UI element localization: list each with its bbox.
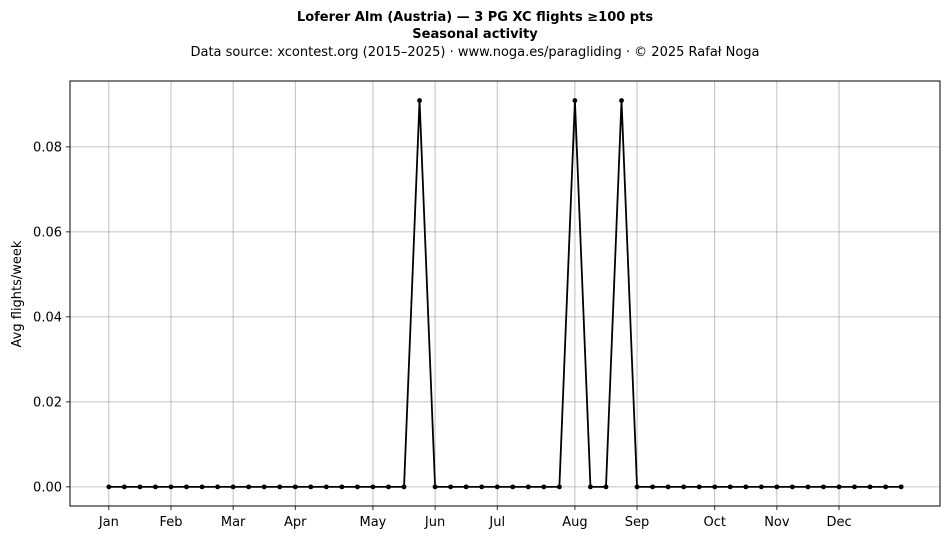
data-point <box>603 484 609 490</box>
data-point <box>665 484 671 490</box>
data-point <box>230 484 236 490</box>
data-point <box>541 484 547 490</box>
data-point <box>556 484 562 490</box>
data-point <box>634 484 640 490</box>
x-tick-label: Aug <box>562 515 587 530</box>
x-tick-label: Dec <box>826 515 851 530</box>
chart-subtitle: Data source: xcontest.org (2015–2025) · … <box>190 45 759 60</box>
x-tick-label: Jun <box>424 515 445 530</box>
tick-labels: Jan Feb Mar Apr May Jun Jul Aug Sep Oct Nov Dec 0.00… <box>33 140 852 530</box>
data-point <box>184 484 189 490</box>
data-point <box>463 484 469 490</box>
data-point <box>277 484 283 490</box>
data-point <box>650 484 655 490</box>
series <box>106 98 904 490</box>
data-point <box>355 484 360 490</box>
y-tick-label: 0.06 <box>33 225 62 240</box>
data-point <box>821 484 826 490</box>
series-line <box>108 99 902 488</box>
data-point <box>712 484 718 490</box>
data-point <box>106 484 112 490</box>
data-point <box>401 484 407 490</box>
data-point <box>774 484 780 490</box>
y-tick-label: 0.02 <box>33 395 62 410</box>
data-point <box>417 98 422 103</box>
y-tick-label: 0.08 <box>33 140 62 155</box>
data-point <box>525 484 531 490</box>
x-tick-label: Apr <box>284 515 307 530</box>
data-point <box>199 484 205 490</box>
x-tick-label: Sep <box>625 515 650 530</box>
data-point <box>246 484 252 490</box>
data-point <box>494 484 500 490</box>
x-tick-label: May <box>360 515 387 530</box>
data-point <box>168 484 174 490</box>
data-point <box>339 484 345 490</box>
data-point <box>852 484 857 490</box>
data-point <box>572 98 578 103</box>
data-point <box>727 484 733 490</box>
data-point <box>836 484 842 490</box>
x-tick-label: Feb <box>159 515 182 530</box>
data-point <box>898 484 904 490</box>
x-tick-label: Oct <box>703 515 725 530</box>
data-point <box>370 484 376 490</box>
x-tick-label: Jan <box>98 515 119 530</box>
data-point <box>805 484 811 490</box>
x-tick-label: Nov <box>764 515 790 530</box>
data-point <box>588 484 593 490</box>
data-point <box>883 484 889 490</box>
axes <box>66 80 941 510</box>
data-point <box>386 484 391 490</box>
plot-frame <box>69 80 941 507</box>
data-point <box>867 484 873 490</box>
y-axis-label: Avg flights/week <box>10 240 25 347</box>
data-point <box>758 484 764 490</box>
data-point <box>215 484 220 490</box>
chart-title-line2: Seasonal activity <box>412 27 538 42</box>
data-point <box>619 98 624 103</box>
x-tick-label: Mar <box>221 515 246 530</box>
data-point <box>153 484 158 490</box>
data-point <box>137 484 143 490</box>
data-point <box>308 484 314 490</box>
data-point <box>790 484 795 490</box>
data-point <box>479 484 485 490</box>
data-point <box>292 484 298 490</box>
data-point <box>510 484 516 490</box>
data-point <box>323 484 329 490</box>
data-point <box>448 484 454 490</box>
x-tick-label: Jul <box>488 515 505 530</box>
chart-title: Loferer Alm (Austria) — 3 PG XC flights … <box>297 10 653 25</box>
data-point <box>432 484 438 490</box>
y-tick-label: 0.00 <box>33 480 62 495</box>
grid <box>70 81 940 506</box>
data-point <box>696 484 702 490</box>
data-point <box>743 484 749 490</box>
data-point <box>121 484 127 490</box>
data-point <box>261 484 267 490</box>
y-tick-label: 0.04 <box>33 310 62 325</box>
data-point <box>681 484 687 490</box>
